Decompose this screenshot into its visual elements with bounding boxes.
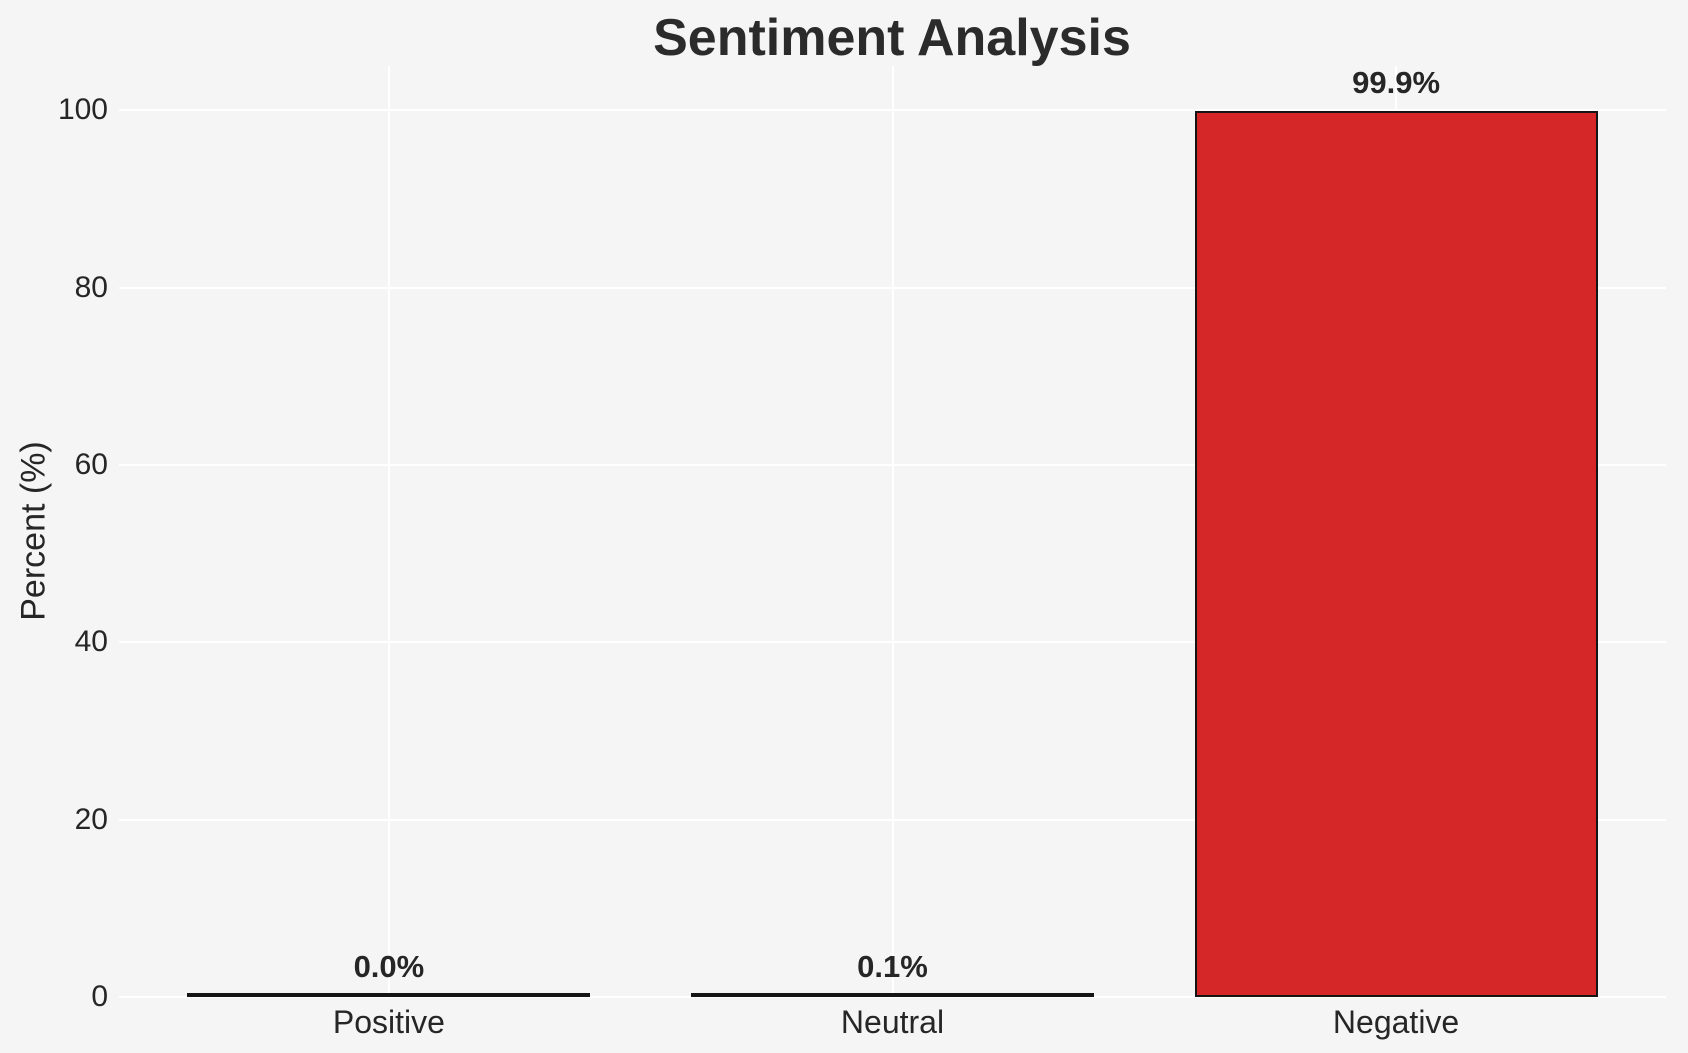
bar-positive	[187, 993, 590, 997]
y-tick-label: 60	[74, 448, 108, 481]
y-tick-label: 20	[74, 802, 108, 836]
y-tick-label: 80	[74, 270, 108, 304]
gridline-y-0	[119, 996, 1666, 998]
plot-area: 0.0% 0.1% 99.9%	[119, 65, 1666, 998]
y-tick-label: 0	[91, 980, 108, 1013]
y-tick-label: 100	[57, 93, 108, 127]
gridline-x-neutral	[891, 66, 894, 997]
value-label-neutral: 0.1%	[857, 949, 928, 984]
value-label-negative: 99.9%	[1352, 65, 1441, 100]
bar-neutral	[691, 993, 1094, 997]
x-tick-label-positive: Positive	[332, 1004, 445, 1040]
bar-negative	[1195, 111, 1598, 997]
x-tick-label-neutral: Neutral	[840, 1004, 945, 1040]
x-tick-label-negative: Negative	[1332, 1004, 1460, 1040]
gridline-x-positive	[387, 66, 390, 997]
chart-title: Sentiment Analysis	[653, 9, 1131, 67]
y-tick-label: 40	[74, 625, 108, 659]
value-label-positive: 0.0%	[353, 949, 425, 984]
